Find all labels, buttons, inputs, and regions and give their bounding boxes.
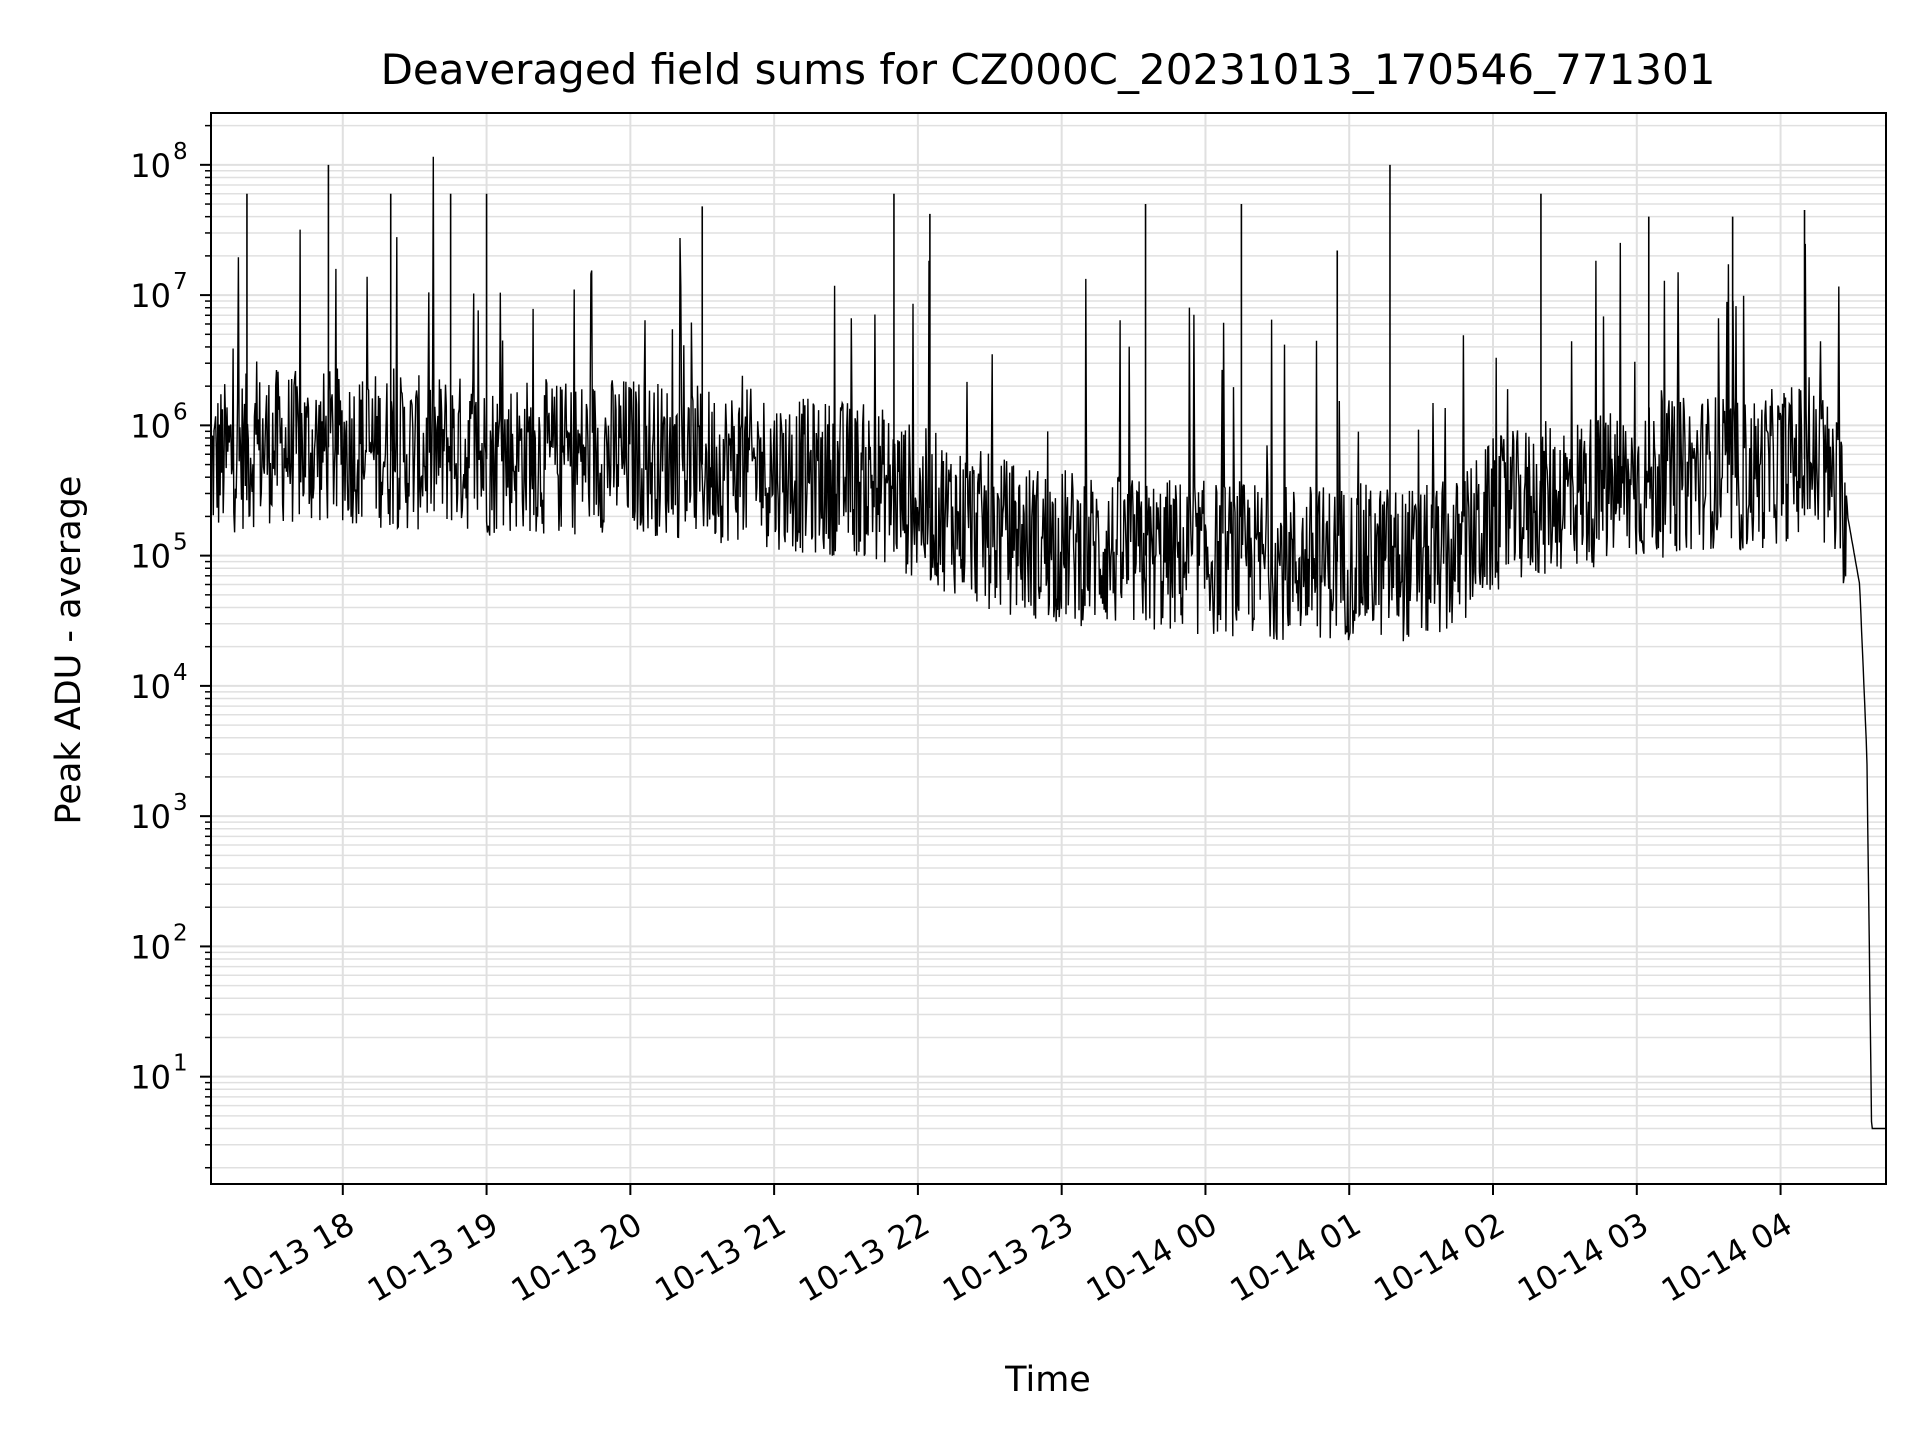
x-tick-label: 10-13 21 xyxy=(649,1205,793,1310)
x-tick-label: 10-13 22 xyxy=(792,1205,936,1310)
series-peak-adu xyxy=(210,156,1886,1130)
y-tick-label: 10 xyxy=(130,277,171,315)
x-tick-label: 10-14 03 xyxy=(1511,1205,1655,1310)
y-tick-label: 10 xyxy=(130,928,171,966)
plot-frame xyxy=(210,112,1887,1185)
x-tick-label: 10-14 04 xyxy=(1655,1205,1799,1310)
y-tick-label: 10 xyxy=(130,407,171,445)
y-tick-label: 10 xyxy=(130,1059,171,1097)
y-tick-exponent: 7 xyxy=(173,269,188,295)
y-tick-exponent: 5 xyxy=(173,530,188,556)
y-tick-exponent: 6 xyxy=(173,399,188,425)
x-axis-label: Time xyxy=(1004,1360,1091,1400)
x-tick-label: 10-14 00 xyxy=(1080,1205,1224,1310)
y-tick-label: 10 xyxy=(130,538,171,576)
y-tick-label: 10 xyxy=(130,147,171,185)
y-tick-exponent: 2 xyxy=(173,920,188,946)
y-tick-exponent: 3 xyxy=(173,790,188,816)
y-tick-exponent: 1 xyxy=(173,1051,188,1077)
y-tick-label: 10 xyxy=(130,668,171,706)
x-tick-label: 10-13 23 xyxy=(936,1205,1080,1310)
y-tick-exponent: 8 xyxy=(173,139,188,165)
series-line xyxy=(210,156,1886,1130)
x-tick-label: 10-14 01 xyxy=(1224,1205,1368,1310)
x-tick-label: 10-13 19 xyxy=(361,1205,505,1310)
x-tick-label: 10-13 20 xyxy=(505,1205,649,1310)
x-tick-label: 10-14 02 xyxy=(1367,1205,1511,1310)
y-tick-exponent: 4 xyxy=(173,660,188,686)
x-tick-label: 10-13 18 xyxy=(217,1205,361,1310)
grid xyxy=(211,113,1886,1184)
x-axis: 10-13 18 10-13 19 10-13 20 10-13 21 10-13 22… xyxy=(217,1184,1799,1310)
y-tick-label: 10 xyxy=(130,798,171,836)
y-axis-label: Peak ADU - average xyxy=(49,476,89,825)
chart-title: Deaveraged field sums for CZ000C_2023101… xyxy=(381,45,1716,94)
